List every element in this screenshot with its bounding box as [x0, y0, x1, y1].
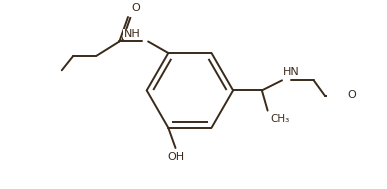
Text: OH: OH [167, 152, 184, 162]
Text: NH: NH [123, 29, 140, 39]
Text: CH₃: CH₃ [271, 114, 290, 124]
Text: O: O [348, 91, 356, 100]
Text: O: O [132, 3, 140, 13]
Text: HN: HN [283, 67, 300, 77]
